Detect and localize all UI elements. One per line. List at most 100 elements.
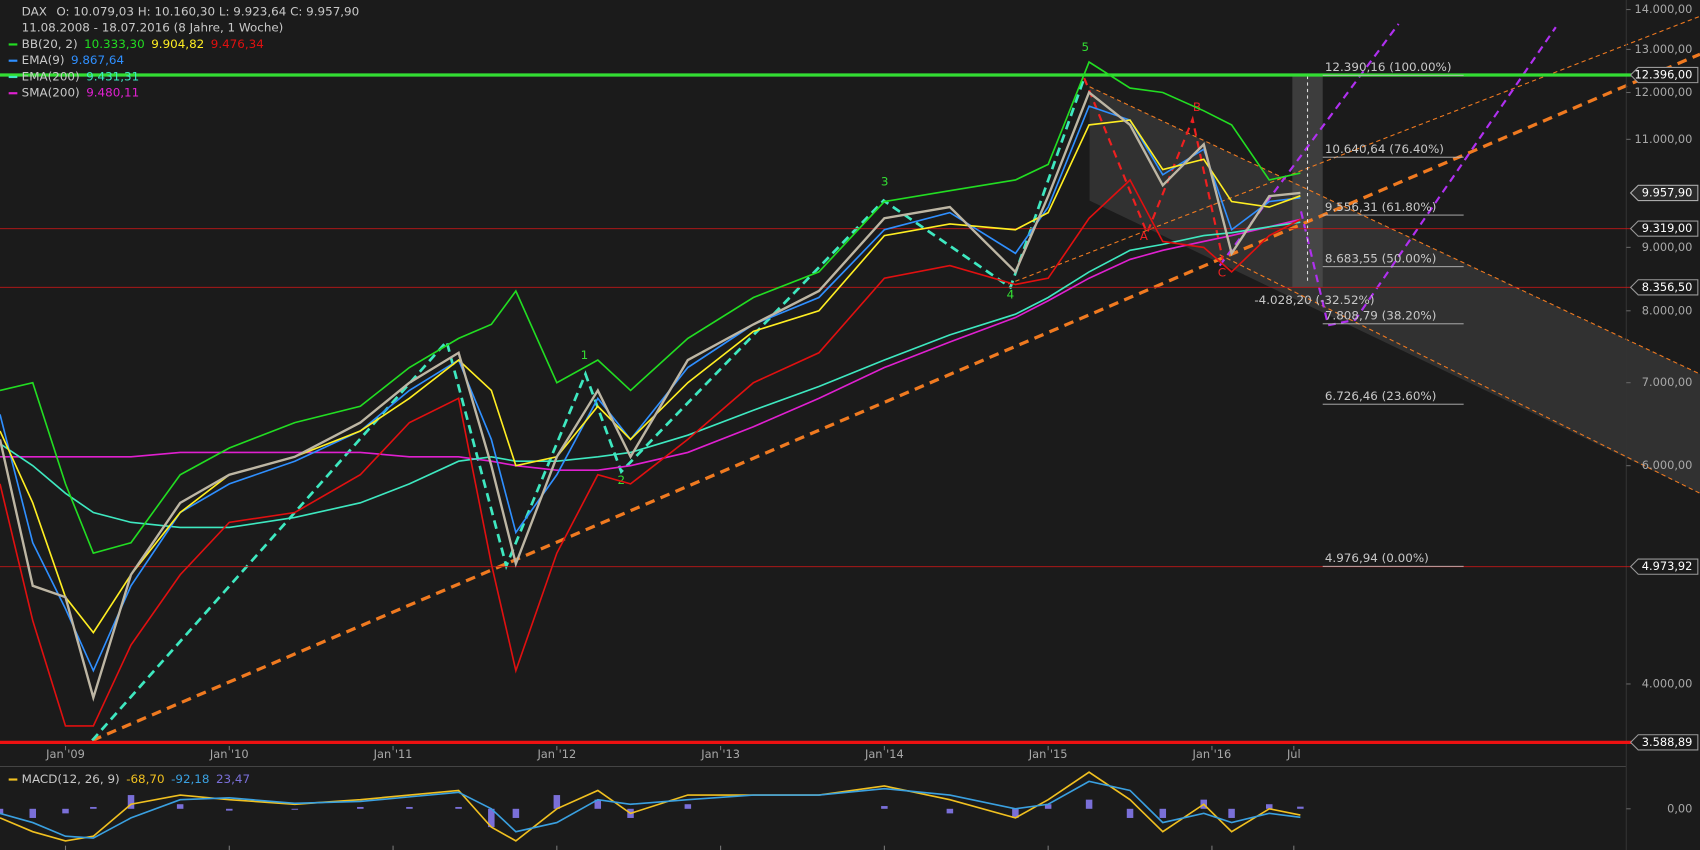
y-tick-label: 14.000,00 [1635, 2, 1693, 16]
histogram-bar [684, 804, 692, 809]
projection [1299, 26, 1557, 327]
header: DAX O: 10.079,03 H: 10.160,30 L: 9.923,6… [22, 4, 360, 34]
histogram-bar [1012, 808, 1019, 818]
indicator-line [0, 218, 1301, 472]
price-tag-label: 12.396,00 [1635, 68, 1693, 82]
wave-label: 2 [617, 473, 625, 487]
fib-label: 9.556,31 (61.80%) [1325, 200, 1436, 214]
legend-value: 9.867,64 [71, 53, 124, 67]
trend-line [91, 52, 1700, 742]
wave-label: 1 [581, 348, 589, 362]
histogram-bar [127, 795, 135, 809]
x-tick-label: Jan '16 [1192, 747, 1232, 761]
x-tick-label: Jan '13 [700, 747, 740, 761]
y-tick-label: 13.000,00 [1635, 42, 1693, 56]
histogram-bar [946, 808, 954, 814]
legend-value: 9.431,31 [86, 69, 139, 83]
fib-label: 10.640,64 (76.40%) [1325, 142, 1444, 156]
histogram-bar [1126, 808, 1134, 818]
x-tick-label: Jan '10 [209, 747, 249, 761]
x-tick-label: Jan '12 [536, 747, 576, 761]
legend-name: EMA(9) [22, 53, 65, 67]
legend-name: MACD(12, 26, 9) [22, 772, 120, 786]
histogram-bar [176, 804, 184, 809]
symbol: DAX [22, 4, 47, 18]
fib-label: 8.683,55 (50.00%) [1325, 252, 1436, 266]
histogram-bar [0, 808, 4, 814]
price-tag [1629, 558, 1699, 575]
legend-value: 23,47 [216, 772, 250, 786]
legend-name: EMA(200) [22, 69, 80, 83]
price-tag-label: 9.957,90 [1642, 185, 1693, 199]
price-tag-label: 9.319,00 [1642, 221, 1693, 235]
histogram-bar [62, 808, 69, 814]
indicator-line [0, 60, 1301, 555]
fib-label: 7.808,79 (38.20%) [1325, 309, 1436, 323]
legend-value: 9.480,11 [86, 86, 139, 100]
histogram-bar [881, 806, 888, 809]
x-tick-label: Jan '14 [864, 747, 904, 761]
x-tick-label: Jan '09 [45, 747, 85, 761]
y-tick-label: 0,00 [1667, 801, 1692, 815]
wave-label: B [1193, 100, 1201, 114]
wave-label: A [1140, 229, 1149, 243]
trend-line [1008, 15, 1700, 285]
price-tag-label: 3.588,89 [1642, 735, 1693, 749]
y-tick-label: 6.000,00 [1642, 458, 1693, 472]
wave-labels: 5 3 1 2 4 A B C [581, 40, 1226, 487]
legend-value: 9.476,34 [211, 37, 264, 51]
legend-name: BB(20, 2) [22, 37, 78, 51]
legend-name: SMA(200) [22, 86, 80, 100]
price-tag [1629, 734, 1699, 751]
price-tag [1629, 184, 1699, 202]
histogram-bar [1044, 804, 1052, 809]
wave-line [1083, 77, 1225, 261]
price-tag-label: 8.356,50 [1642, 280, 1693, 294]
y-tick-label: 11.000,00 [1635, 132, 1693, 146]
histogram-bar [291, 808, 299, 810]
x-tick-label: Jan '11 [373, 747, 413, 761]
projection [1218, 23, 1400, 267]
indicator-line [0, 178, 1301, 727]
histogram-bar [1228, 808, 1235, 818]
wave-label: 3 [881, 175, 889, 189]
wave-line [91, 77, 1086, 742]
price-line [0, 90, 1301, 702]
y-tick-label: 8.000,00 [1642, 303, 1693, 317]
y-tick-label: 9.000,00 [1642, 240, 1693, 254]
x-tick-label: Jul [1286, 747, 1301, 761]
histogram-bar [226, 808, 233, 811]
histogram-bar [1297, 806, 1304, 809]
wave-label: 5 [1081, 40, 1089, 54]
legend-value: 10.333,30 [84, 37, 145, 51]
y-tick-label: 7.000,00 [1642, 375, 1693, 389]
annotation: -4.028,20 (-32.52%) [1254, 293, 1374, 307]
channel-line [1089, 86, 1700, 375]
price-tag [1629, 220, 1699, 237]
histogram-bar [1085, 799, 1093, 809]
histogram-bar [90, 806, 97, 809]
x-tick-label: Jan '15 [1028, 747, 1068, 761]
price-tag [1629, 279, 1699, 296]
histogram-bar [406, 806, 413, 809]
histogram-bar [488, 808, 495, 828]
wave-label: 4 [1007, 287, 1015, 301]
indicator-line [0, 221, 1301, 529]
fib-label: 4.976,94 (0.00%) [1325, 551, 1429, 565]
y-tick-label: 4.000,00 [1642, 676, 1693, 690]
histogram-bar [594, 799, 602, 809]
ohlc: O: 10.079,03 H: 10.160,30 L: 9.923,64 C:… [56, 4, 359, 18]
macd-line [0, 780, 1301, 839]
legend-value: 9.904,82 [151, 37, 204, 51]
y-tick-label: 12.000,00 [1635, 85, 1693, 99]
price-tag-label: 4.973,92 [1642, 559, 1693, 573]
histogram-bar [1265, 804, 1273, 809]
legend-value: -68,70 [126, 772, 164, 786]
wave-label: C [1218, 266, 1226, 280]
histogram-bar [553, 795, 561, 809]
price-tag [1629, 66, 1699, 84]
